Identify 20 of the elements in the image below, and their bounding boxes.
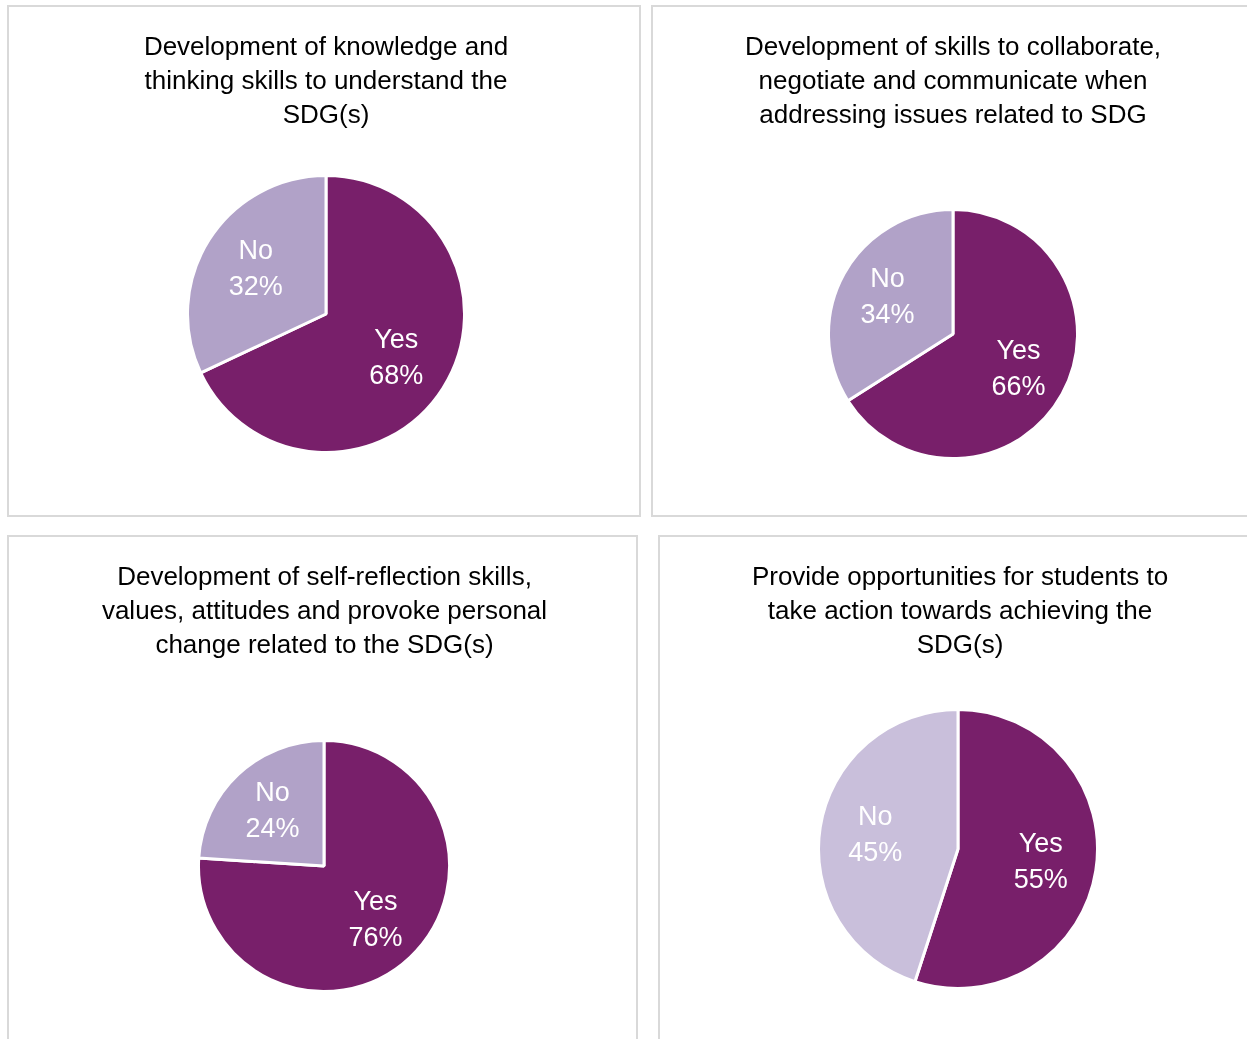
data-label: 68% — [369, 359, 424, 390]
data-label: 32% — [228, 270, 283, 301]
chart-title: Development of self-reflection skills, values, attitudes and provoke personal change related to the SDG(s) — [100, 560, 549, 661]
data-label: 66% — [991, 371, 1046, 402]
slice-label: Yes — [374, 323, 419, 354]
chart-title: Provide opportunities for students to take action towards achieving the SDG(s) — [750, 560, 1170, 661]
data-label: 45% — [848, 837, 903, 868]
slice-label: No — [238, 234, 274, 265]
chart-title: Development of knowledge and thinking skills to understand the SDG(s) — [142, 30, 510, 131]
chart-title: Development of skills to collaborate, negotiate and communicate when addressing issues related to SDG — [743, 30, 1163, 131]
data-label: 24% — [245, 812, 300, 843]
slice-label: No — [858, 801, 893, 832]
slice-label: Yes — [996, 335, 1041, 366]
data-label: 55% — [1013, 863, 1068, 894]
data-label: 76% — [348, 922, 403, 953]
data-label: 34% — [860, 299, 915, 330]
slice-label: No — [870, 263, 905, 294]
slice-label: No — [255, 776, 290, 807]
slice-label: Yes — [1018, 827, 1063, 858]
slice-label: Yes — [353, 886, 398, 917]
